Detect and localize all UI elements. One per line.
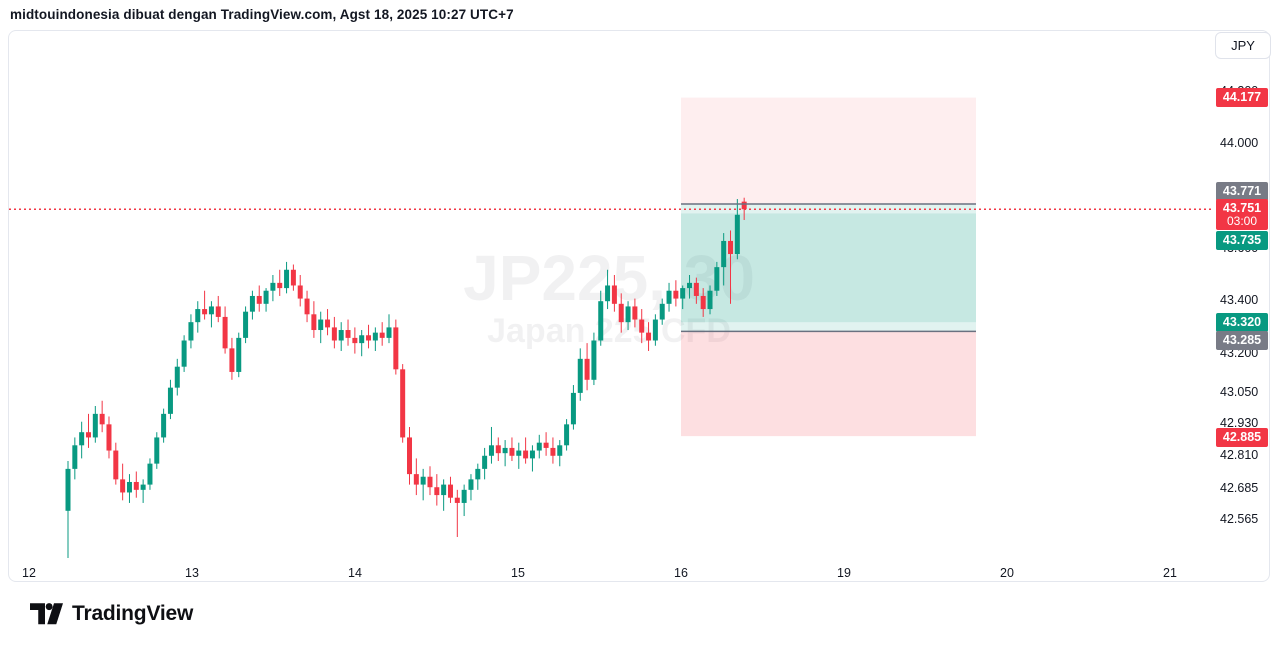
- price-tick-label: 42.685: [1220, 480, 1259, 495]
- tradingview-logo[interactable]: TradingView: [30, 602, 193, 626]
- price-tick-label: 42.930: [1220, 416, 1259, 431]
- time-tick-label: 20: [1000, 566, 1014, 580]
- time-tick-label: 14: [348, 566, 362, 580]
- time-tick-label: 15: [511, 566, 525, 580]
- price-tick-label: 43.400: [1220, 293, 1259, 308]
- price-badge-long-stop-loss: 42.885: [1216, 427, 1268, 447]
- price-badge-long-entry: 43.285: [1216, 330, 1268, 350]
- time-tick-label: 13: [185, 566, 199, 580]
- price-badge-last-price-countdown: 43.751 03:00: [1216, 199, 1268, 230]
- time-tick-label: 12: [22, 566, 36, 580]
- price-tick-label: 42.810: [1220, 447, 1259, 462]
- price-tick-label: 44.000: [1220, 136, 1259, 150]
- currency-button[interactable]: JPY: [1215, 32, 1271, 59]
- price-axis[interactable]: 44.20044.00043.60043.40043.20043.05042.9…: [1212, 0, 1281, 646]
- time-tick-label: 21: [1163, 566, 1177, 580]
- attribution-text: midtouindonesia dibuat dengan TradingVie…: [10, 7, 514, 22]
- tradingview-logo-icon: [30, 602, 63, 624]
- price-badge-long-take-profit: 43.735: [1216, 230, 1268, 250]
- price-tick-label: 43.050: [1220, 384, 1259, 399]
- price-badge-short-entry: 43.771: [1216, 181, 1268, 201]
- currency-label: JPY: [1231, 38, 1255, 53]
- time-tick-label: 19: [837, 566, 851, 580]
- price-badge-short-stop-loss: 44.177: [1216, 87, 1268, 107]
- tradingview-logo-text: TradingView: [72, 602, 194, 625]
- time-tick-label: 16: [674, 566, 688, 580]
- price-tick-label: 42.565: [1220, 511, 1259, 526]
- price-badge-short-take-profit: 43.320: [1216, 312, 1268, 332]
- chart-frame: [8, 30, 1270, 582]
